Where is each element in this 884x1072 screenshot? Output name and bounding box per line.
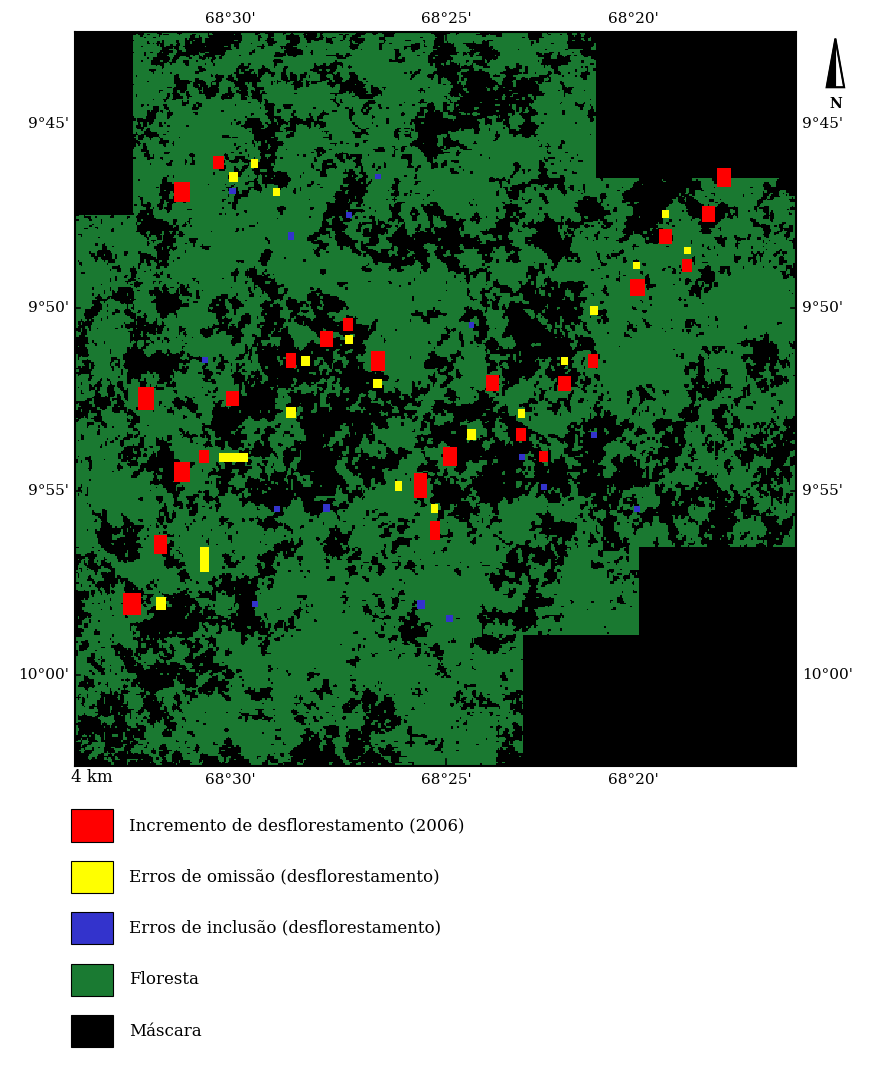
Text: 68°30': 68°30' [205,773,255,787]
Text: 9°45': 9°45' [28,117,69,131]
Polygon shape [827,39,835,87]
Text: 9°50': 9°50' [802,300,842,314]
Text: 9°50': 9°50' [28,300,69,314]
Text: 10°00': 10°00' [18,668,69,682]
Text: 4 km: 4 km [71,769,112,786]
Text: Erros de inclusão (desflorestamento): Erros de inclusão (desflorestamento) [129,920,441,937]
Text: 9°55': 9°55' [802,485,842,498]
Text: 68°25': 68°25' [421,773,471,787]
Text: Erros de omissão (desflorestamento): Erros de omissão (desflorestamento) [129,868,439,885]
Text: 68°20': 68°20' [608,773,659,787]
Text: 68°25': 68°25' [421,12,471,26]
Text: 10°00': 10°00' [802,668,853,682]
Text: Floresta: Floresta [129,971,199,988]
Polygon shape [835,39,844,87]
Text: 68°20': 68°20' [608,12,659,26]
Text: 68°30': 68°30' [205,12,255,26]
Text: N: N [829,96,842,111]
Text: 9°45': 9°45' [802,117,842,131]
Text: Máscara: Máscara [129,1023,202,1040]
Text: 9°55': 9°55' [28,485,69,498]
Text: Incremento de desflorestamento (2006): Incremento de desflorestamento (2006) [129,817,465,834]
